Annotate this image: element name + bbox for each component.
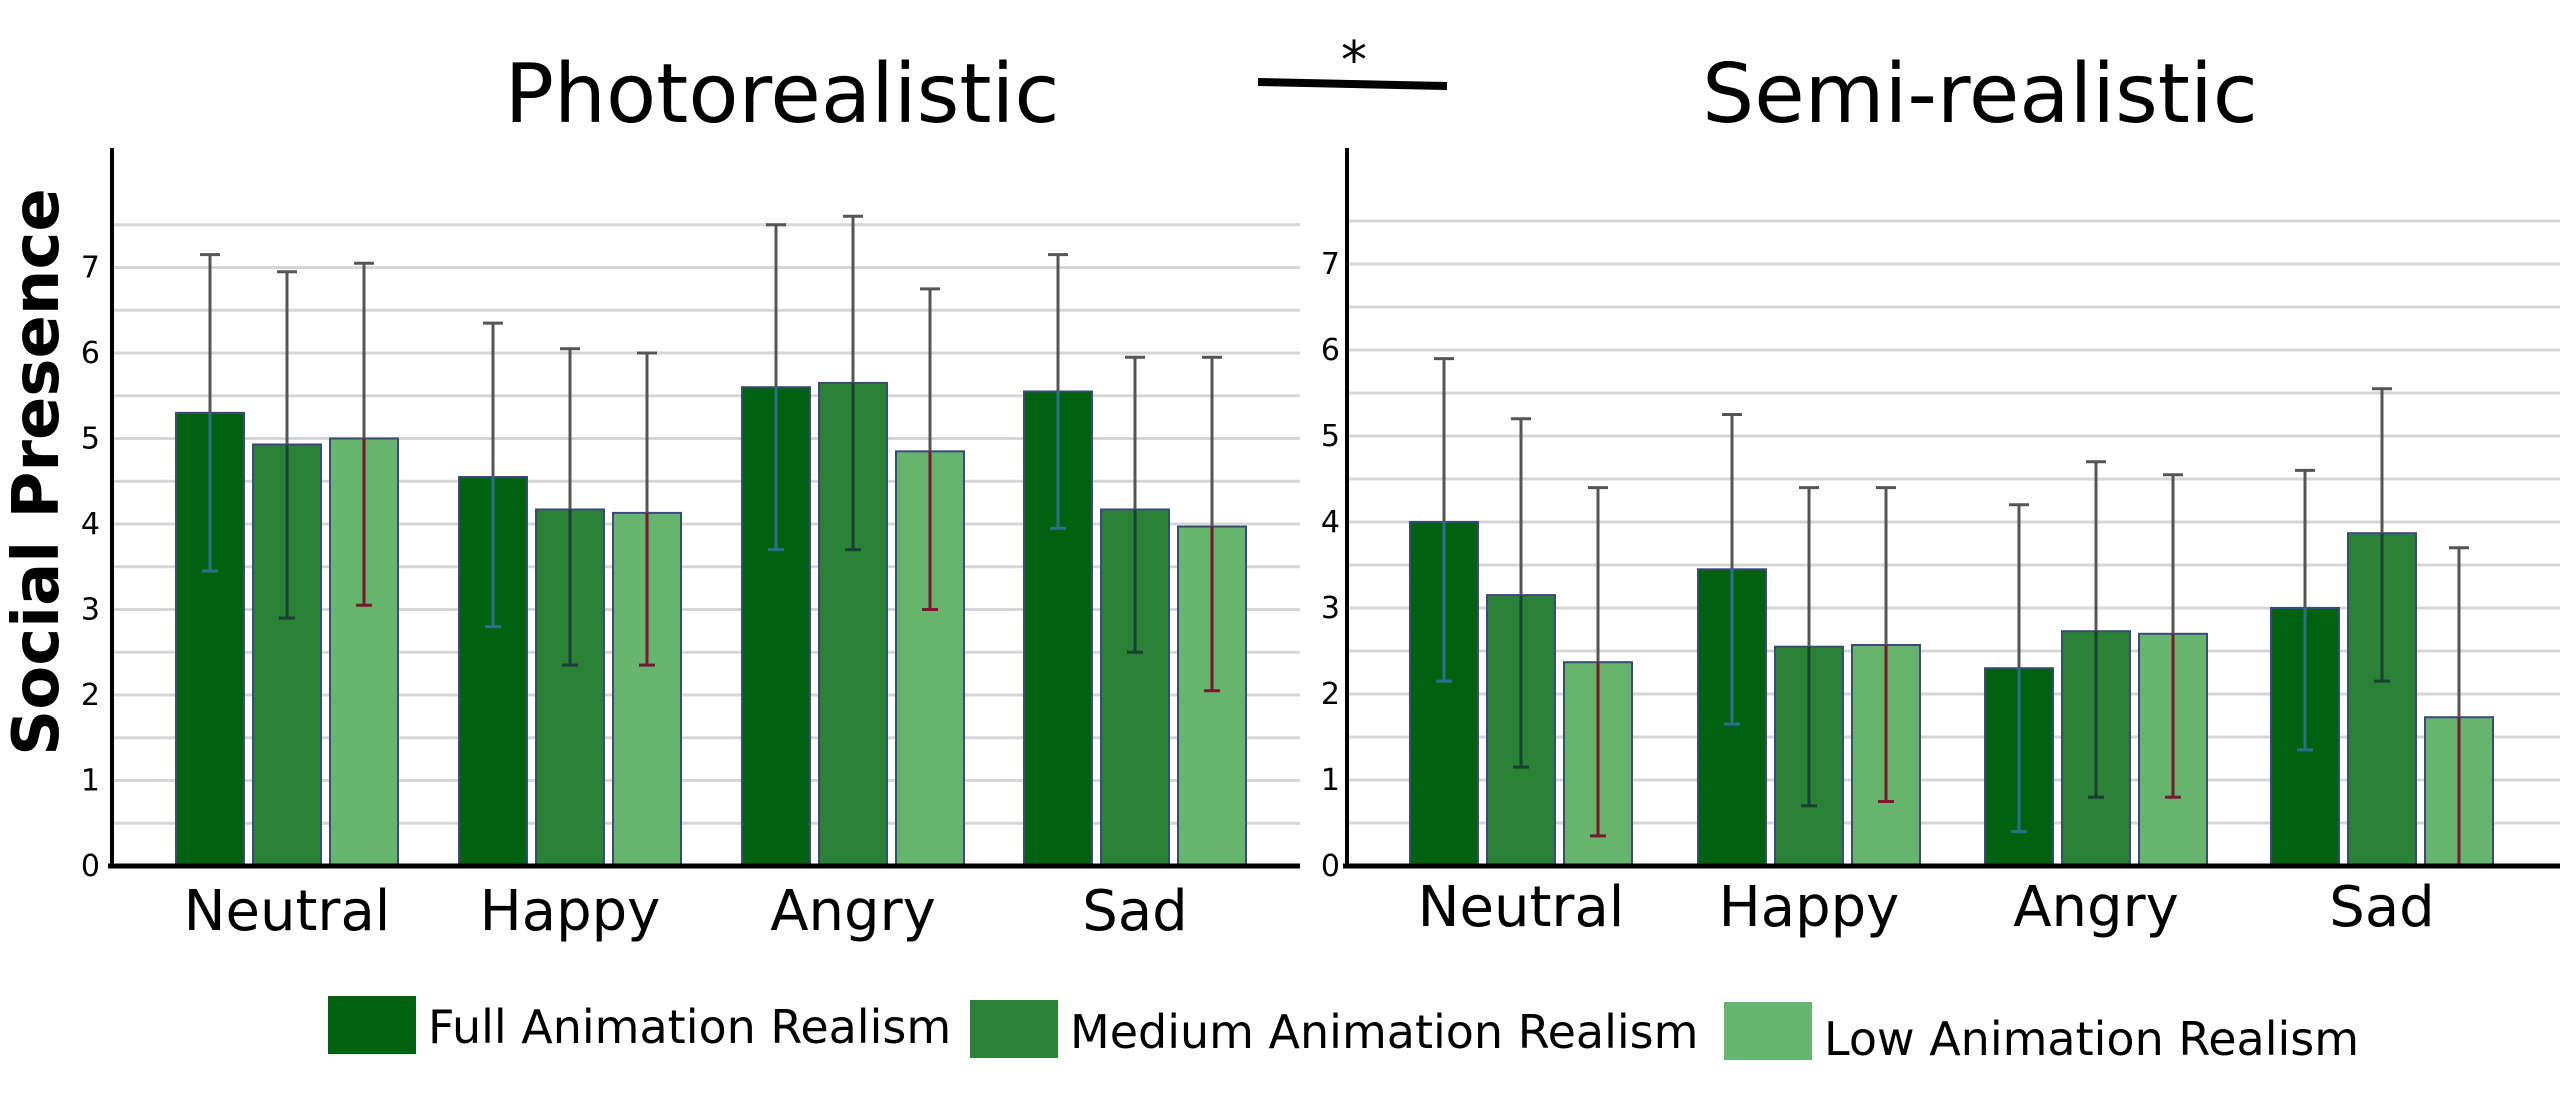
x-category-label: Neutral [184,879,391,944]
y-tick-label: 5 [1321,419,1340,454]
y-tick-label: 4 [1321,505,1340,540]
y-tick-label: 1 [81,764,100,799]
panel-title-photorealistic: Photorealistic [505,47,1060,142]
x-category-label: Happy [480,879,661,944]
x-category-label: Angry [770,879,936,944]
panel-photorealistic: 0 1 2 3 4 5 6 7 Neutral Happy Angry Sad [81,148,1300,944]
x-category-label: Angry [2013,875,2179,940]
y-tick-label: 5 [81,422,100,457]
y-tick-label: 7 [1321,247,1340,282]
significance-bar [1257,78,1448,90]
y-tick-label: 0 [1321,849,1340,884]
y-tick-label: 4 [81,507,100,542]
y-tick-label: 7 [81,251,100,286]
x-category-label: Sad [2329,875,2434,940]
y-tick-label: 2 [1321,677,1340,712]
legend-swatch-full [328,996,416,1054]
y-tick-label: 6 [1321,333,1340,368]
legend-label-medium: Medium Animation Realism [1070,1005,1698,1059]
legend-label-full: Full Animation Realism [428,1000,951,1054]
legend-label-low: Low Animation Realism [1824,1012,2359,1066]
y-tick-label: 6 [81,336,100,371]
y-axis-label: Social Presence [0,188,74,756]
panel-title-semi-realistic: Semi-realistic [1702,47,2258,142]
y-tick-label: 3 [1321,591,1340,626]
significance-star: * [1341,31,1367,91]
y-tick-label: 0 [81,849,100,884]
x-category-label: Sad [1082,879,1187,944]
y-tick-label: 2 [81,678,100,713]
legend-swatch-low [1724,1002,1812,1060]
x-category-label: Neutral [1418,875,1625,940]
y-tick-label: 1 [1321,763,1340,798]
y-tick-label: 3 [81,593,100,628]
legend: Full Animation Realism Medium Animation … [328,996,2359,1066]
panel-semi-realistic: 0 1 2 3 4 5 6 7 Neutral Happy Angry Sad [1321,148,2560,940]
legend-swatch-medium [970,1000,1058,1058]
x-category-label: Happy [1719,875,1900,940]
